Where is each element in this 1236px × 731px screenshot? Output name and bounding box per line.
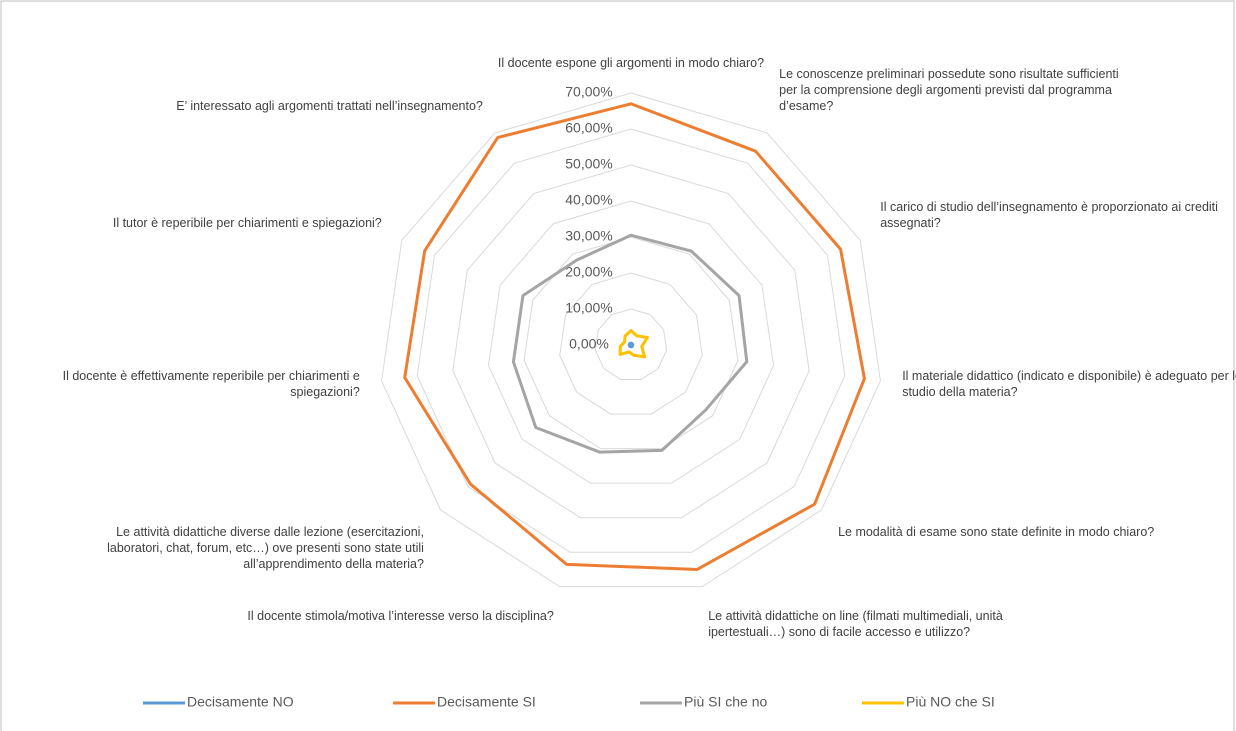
r-tick-label: 50,00%	[565, 156, 612, 172]
grid-ring	[523, 236, 739, 450]
r-tick-label: 0,00%	[569, 336, 609, 352]
category-label: Il docente è effettivamente reperibile p…	[62, 368, 360, 399]
category-label: Il tutor è reperibile per chiarimenti e …	[112, 216, 382, 231]
series-line	[618, 329, 649, 359]
series-line	[627, 341, 635, 349]
legend-label: Decisamente NO	[187, 694, 294, 710]
category-label: Le attività didattiche on line (filmati …	[708, 608, 1003, 639]
grid-ring	[452, 164, 810, 519]
category-label: Il docente espone gli argomenti in modo …	[497, 56, 765, 70]
legend-label: Decisamente SI	[437, 694, 536, 710]
series-line	[403, 102, 866, 572]
category-label: Il carico di studio dell’insegnamento è …	[880, 200, 1218, 231]
legend-label: Più NO che SI	[906, 694, 995, 710]
grid-ring	[559, 272, 703, 415]
category-label: Le conoscenze preliminari possedute sono…	[779, 67, 1119, 114]
category-label: Il docente stimola/motiva l’interesse ve…	[247, 608, 554, 623]
r-tick-label: 60,00%	[565, 120, 612, 136]
grid-ring	[594, 308, 668, 381]
category-label: E’ interessato agli argomenti trattati n…	[176, 99, 483, 114]
grid-ring	[416, 128, 846, 553]
grid-ring	[381, 92, 881, 588]
category-label: Le modalità di esame sono state definite…	[838, 525, 1155, 540]
category-label: Il materiale didattico (indicato e dispo…	[902, 368, 1236, 399]
r-tick-label: 10,00%	[565, 300, 612, 316]
category-label: Le attività didattiche diverse dalle lez…	[107, 525, 424, 572]
legend-label: Più SI che no	[684, 694, 767, 710]
grid-ring	[487, 200, 775, 484]
r-tick-label: 70,00%	[565, 84, 612, 100]
r-tick-label: 30,00%	[565, 228, 612, 244]
r-tick-label: 20,00%	[565, 264, 612, 280]
series-line	[511, 233, 749, 454]
r-tick-label: 40,00%	[565, 192, 612, 208]
